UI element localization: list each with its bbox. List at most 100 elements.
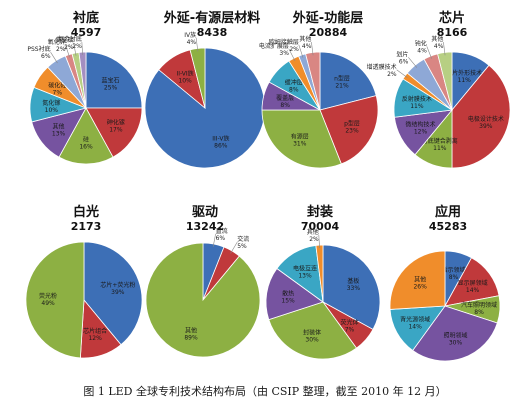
- slice-value: 13%: [298, 273, 312, 280]
- slice-value: 2%: [72, 43, 82, 50]
- slice-value: 3%: [279, 50, 289, 57]
- slice-label: 钝化: [415, 39, 427, 47]
- pie-slice: [58, 107, 114, 165]
- leader-line: [311, 42, 314, 56]
- slice-value: 8%: [474, 309, 484, 316]
- figure-caption: 图 1 LED 全球专利技术结构布局（由 CSIP 整理，截至 2010 年 1…: [83, 385, 447, 398]
- pie-slice: [265, 267, 324, 321]
- slice-label: 增透膜技术: [367, 63, 397, 71]
- chart-total: 4597: [71, 26, 102, 39]
- slice-value: 30%: [305, 337, 319, 344]
- slice-label: 碳化硅: [48, 81, 66, 89]
- chart-total: 70004: [301, 220, 340, 233]
- slice-label: 欧姆接触层: [269, 38, 299, 46]
- slice-label: 微结构技术: [405, 120, 435, 128]
- leader-line: [318, 234, 320, 248]
- slice-label: 氮化铝: [56, 36, 74, 44]
- chart-total: 2173: [71, 220, 102, 233]
- slice-label: 指示领域: [441, 266, 465, 274]
- slice-value: 25%: [104, 84, 118, 91]
- chart-title: 应用: [435, 204, 461, 220]
- pie-slice: [322, 244, 381, 331]
- slice-label: II-VI族: [176, 70, 193, 78]
- slice-value: 2%: [56, 46, 66, 53]
- slice-label: n型层: [334, 75, 350, 83]
- leader-line: [396, 69, 408, 78]
- slice-label: 氮化镓: [42, 99, 60, 107]
- slice-value: 13%: [52, 130, 66, 137]
- leader-line: [73, 43, 77, 56]
- slice-value: 11%: [410, 103, 424, 110]
- slice-value: 4%: [187, 39, 197, 46]
- slice-value: 12%: [414, 128, 428, 135]
- slice-label: 电极互连: [293, 265, 317, 273]
- slice-label: 芯片外形技术: [446, 69, 482, 77]
- leader-line: [195, 37, 199, 52]
- slice-label: 汽车照明领域: [461, 301, 497, 309]
- slice-value: 8%: [289, 86, 299, 93]
- slice-label: 其他: [53, 122, 65, 130]
- pie-slice: [268, 301, 358, 360]
- slice-label: 衬底键合剥离: [422, 137, 458, 145]
- slice-label: p型层: [344, 119, 360, 127]
- chart-title: 芯片: [439, 10, 465, 26]
- slice-label: 散热: [282, 289, 294, 297]
- slice-label: 背光源领域: [400, 315, 430, 323]
- chart-total: 8166: [437, 26, 468, 39]
- slice-value: 2%: [289, 46, 299, 53]
- slice-label: 覆盖层: [276, 94, 294, 102]
- leader-line: [50, 52, 58, 64]
- chart-title: 外延-有源层材料: [163, 10, 260, 26]
- slice-value: 10%: [178, 78, 192, 85]
- slice-label: 电极设计技术: [468, 115, 504, 123]
- leader-line: [288, 48, 296, 62]
- slice-label: 电流扩展层: [259, 42, 289, 50]
- slice-label: PSS衬底: [27, 45, 50, 53]
- slice-value: 14%: [466, 287, 480, 294]
- slice-label: 封装体: [303, 329, 321, 337]
- leader-line: [81, 42, 83, 55]
- slice-label: 显示屏领域: [458, 279, 488, 287]
- slice-label: 缓冲层: [285, 78, 303, 86]
- pie-slice: [25, 241, 85, 359]
- slice-label: 复合衬底: [58, 35, 82, 43]
- slice-label: 芯片组合: [83, 327, 107, 335]
- leader-line: [408, 57, 418, 68]
- pie-slice: [412, 305, 498, 362]
- slice-label: III-V族: [212, 135, 229, 143]
- slice-value: 33%: [347, 285, 361, 292]
- chart-title: 衬底: [73, 10, 99, 26]
- pie-slice: [85, 107, 143, 158]
- pie-slice: [319, 51, 377, 111]
- slice-label: 硅: [83, 136, 89, 144]
- slice-value: 30%: [449, 339, 463, 346]
- slice-value: 23%: [345, 127, 359, 134]
- leader-line: [65, 45, 70, 58]
- slice-value: 39%: [479, 123, 493, 130]
- slice-label: 照明领域: [444, 331, 468, 339]
- slice-value: 39%: [111, 289, 125, 296]
- leader-line: [443, 42, 446, 56]
- slice-label: 其他: [185, 326, 197, 334]
- slice-value: 16%: [79, 144, 93, 151]
- pie-chart-3: 外延-功能层20884n型层21%p型层23%有源层31%覆盖层8%缓冲层8%电…: [259, 10, 379, 169]
- pie-slice: [389, 250, 446, 310]
- slice-label: 基板: [347, 277, 359, 285]
- slice-label: 荧光粉: [39, 292, 57, 300]
- slice-value: 12%: [88, 335, 102, 342]
- slice-value: 2%: [387, 71, 397, 78]
- slice-value: 11%: [433, 145, 447, 152]
- slice-label: 氧化锌: [48, 38, 66, 46]
- slice-value: 7%: [53, 89, 63, 96]
- chart-total: 45283: [429, 220, 467, 233]
- slice-value: 14%: [408, 323, 422, 330]
- pie-slice: [85, 51, 143, 109]
- slice-value: 8%: [280, 102, 290, 109]
- chart-title: 白光: [73, 204, 99, 220]
- slice-value: 11%: [458, 77, 472, 84]
